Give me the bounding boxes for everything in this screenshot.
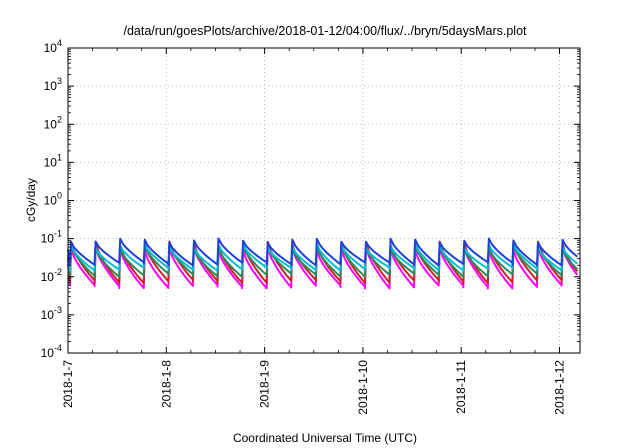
x-tick-label: 2018-1-11 [454, 360, 468, 414]
x-tick-label: 2018-1-9 [258, 360, 272, 408]
y-tick-label: 10-1 [41, 229, 62, 246]
x-tick-label: 2018-1-8 [159, 360, 173, 408]
x-tick-label: 2018-1-12 [553, 360, 567, 415]
x-tick-label: 2018-1-10 [356, 360, 370, 415]
series-line-5 [67, 237, 578, 267]
y-tick-label: 10-4 [41, 343, 62, 360]
series-layer [67, 237, 579, 290]
y-tick-label: 104 [44, 38, 62, 55]
y-tick-label: 103 [44, 76, 62, 93]
y-axis: 10-4 10-3 10-2 10-1 100 101 102 103 104 [41, 38, 580, 360]
grid [68, 48, 580, 353]
chart-title: /data/run/goesPlots/archive/2018-01-12/0… [123, 24, 527, 38]
series-line-3 [67, 244, 579, 278]
y-tick-label: 102 [44, 114, 62, 131]
y-tick-label: 10-2 [41, 267, 62, 284]
y-tick-label: 10-3 [41, 305, 62, 322]
y-tick-label: 101 [44, 152, 62, 169]
x-axis: 2018-1-7 2018-1-8 2018-1-9 2018-1-10 2018-1-… [61, 48, 567, 415]
series-line-1 [67, 245, 579, 290]
y-tick-label: 100 [44, 191, 62, 208]
y-axis-label: cGy/day [24, 178, 38, 222]
x-axis-label: Coordinated Universal Time (UTC) [233, 431, 417, 445]
series-line-4 [67, 242, 578, 272]
x-tick-label: 2018-1-7 [61, 360, 75, 408]
